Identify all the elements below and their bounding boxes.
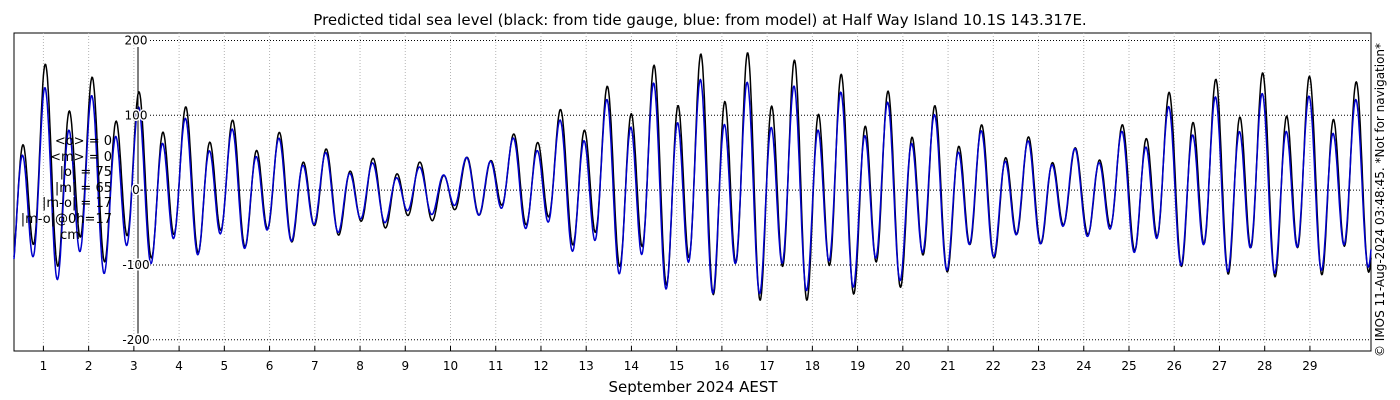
x-tick-label: 24	[1076, 359, 1091, 373]
x-tick-label: 4	[175, 359, 183, 373]
x-tick-label: 18	[805, 359, 820, 373]
stat-abs-obs: |o| = 75	[59, 165, 112, 181]
stat-abs-diff-0h: |m-o|@0h=17	[20, 211, 112, 227]
x-tick-label: 12	[533, 359, 548, 373]
x-tick-label: 6	[266, 359, 274, 373]
x-tick-label: 27	[1212, 359, 1227, 373]
x-tick-label: 29	[1302, 359, 1317, 373]
x-tick-label: 5	[221, 359, 229, 373]
x-tick-label: 13	[579, 359, 594, 373]
stat-abs-diff: |m-o| = 17	[41, 196, 112, 212]
x-tick-label: 10	[443, 359, 458, 373]
model-series-line	[13, 78, 1372, 295]
x-tick-label: 11	[488, 359, 503, 373]
x-tick-label: 9	[401, 359, 409, 373]
y-tick-label: 100	[125, 108, 148, 122]
x-tick-label: 8	[356, 359, 364, 373]
x-tick-label: 19	[850, 359, 865, 373]
x-tick-label: 23	[1031, 359, 1046, 373]
copyright-notice: © IMOS 11-Aug-2024 03:48:45. *Not for na…	[1373, 42, 1387, 358]
statistics-panel: <o> = 0 <m> = 0 |o| = 75 |m| = 65 |m-o| …	[14, 134, 112, 243]
y-tick-label: -200	[122, 333, 149, 347]
x-tick-label: 1	[40, 359, 48, 373]
x-tick-label: 17	[759, 359, 774, 373]
x-tick-label: 28	[1257, 359, 1272, 373]
y-axis-ticks: -200 -100 0 100 200	[121, 32, 151, 348]
x-tick-label: 3	[130, 359, 138, 373]
stat-mean-model: <m> = 0	[50, 149, 112, 165]
x-axis-label: September 2024 AEST	[608, 378, 778, 396]
x-tick-label: 7	[311, 359, 319, 373]
x-tick-label: 25	[1121, 359, 1136, 373]
y-tick-label: -100	[122, 258, 149, 272]
x-tick-label: 21	[940, 359, 955, 373]
y-tick-label: 0	[132, 183, 140, 197]
gauge-series-line	[13, 52, 1372, 301]
x-tick-label: 15	[669, 359, 684, 373]
x-tick-label: 2	[85, 359, 93, 373]
chart-title: Predicted tidal sea level (black: from t…	[313, 11, 1086, 29]
x-tick-label: 26	[1167, 359, 1182, 373]
y-tick-label: 200	[125, 33, 148, 47]
x-axis-ticks: 1 2 3 4 5 6 7 8 9 10 11 12 13 14 15 16 17 18 19 20 21 22 23 24 2…	[40, 346, 1318, 373]
x-tick-label: 14	[624, 359, 639, 373]
stat-abs-model: |m| = 65	[54, 180, 112, 196]
series-lines	[13, 52, 1372, 301]
stat-mean-obs: <o> = 0	[54, 134, 112, 149]
x-tick-label: 22	[986, 359, 1001, 373]
x-tick-label: 16	[714, 359, 729, 373]
x-tick-label: 20	[895, 359, 910, 373]
stat-units: cm	[60, 227, 80, 243]
plot-frame	[13, 32, 1372, 352]
